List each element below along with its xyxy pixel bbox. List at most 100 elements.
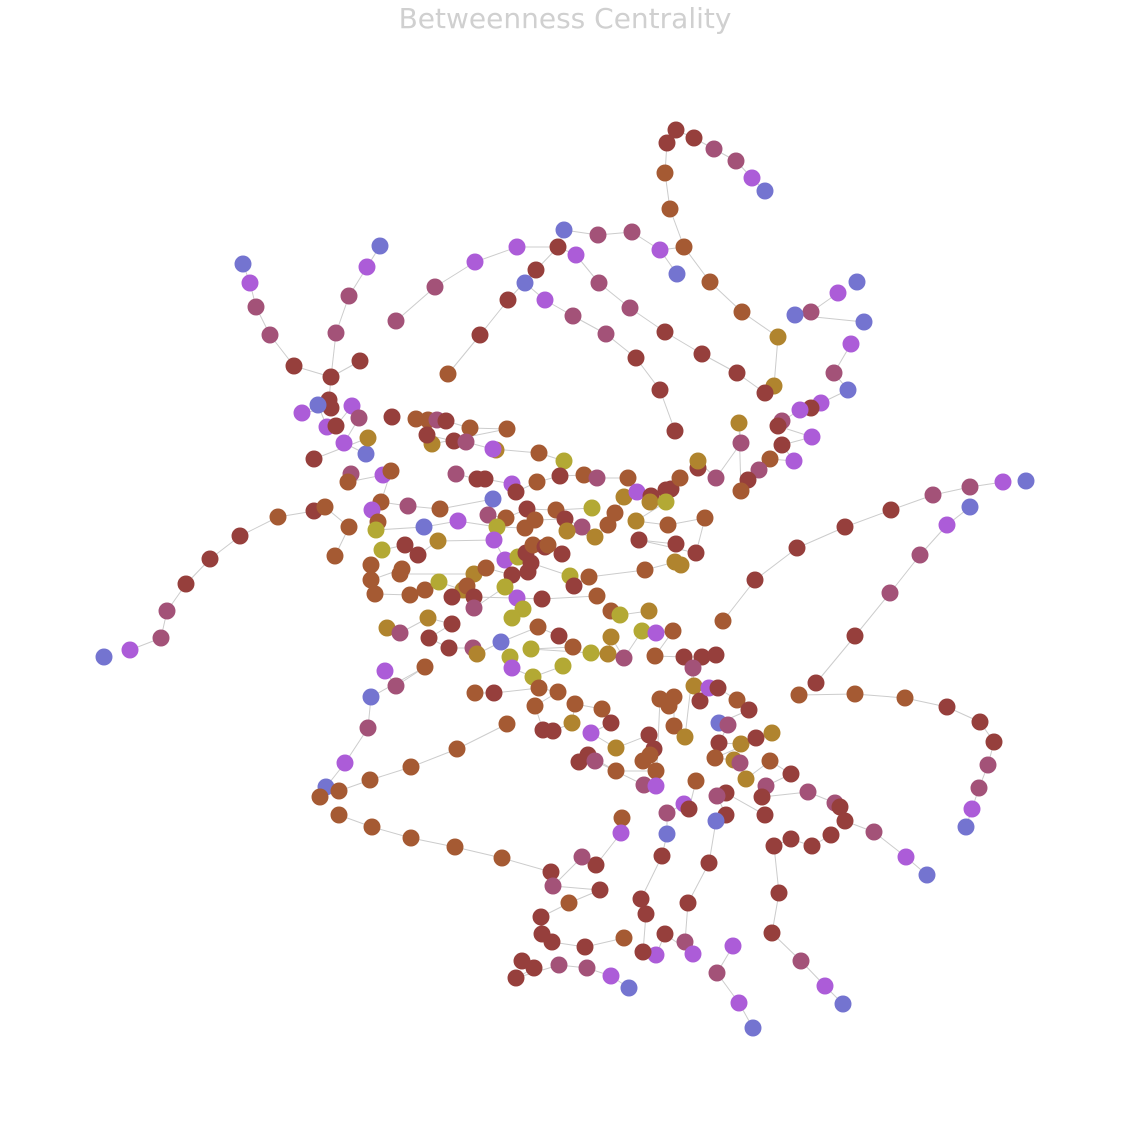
graph-node xyxy=(573,518,591,536)
graph-node xyxy=(668,265,686,283)
graph-node xyxy=(623,223,641,241)
graph-node xyxy=(621,299,639,317)
graph-node xyxy=(443,588,461,606)
graph-node xyxy=(706,749,724,767)
graph-node xyxy=(615,929,633,947)
graph-node xyxy=(549,683,567,701)
graph-node xyxy=(305,450,323,468)
graph-node xyxy=(831,798,849,816)
graph-node xyxy=(466,253,484,271)
graph-node xyxy=(383,408,401,426)
graph-node xyxy=(728,364,746,382)
graph-edge xyxy=(456,723,508,750)
graph-node xyxy=(803,428,821,446)
graph-node xyxy=(633,622,651,640)
graph-node xyxy=(485,531,503,549)
graph-node xyxy=(763,724,781,742)
graph-node xyxy=(737,770,755,788)
graph-node xyxy=(979,756,997,774)
graph-node xyxy=(707,469,725,487)
graph-node xyxy=(575,466,593,484)
graph-node xyxy=(684,945,702,963)
graph-node xyxy=(429,532,447,550)
graph-node xyxy=(659,516,677,534)
graph-node xyxy=(651,241,669,259)
graph-node xyxy=(564,307,582,325)
graph-node xyxy=(957,818,975,836)
graph-node xyxy=(709,679,727,697)
graph-node xyxy=(565,577,583,595)
graph-node xyxy=(807,674,825,692)
graph-node xyxy=(285,357,303,375)
graph-node xyxy=(362,571,380,589)
graph-node xyxy=(685,677,703,695)
graph-node xyxy=(627,349,645,367)
graph-node xyxy=(671,469,689,487)
graph-node xyxy=(763,924,781,942)
graph-node xyxy=(387,312,405,330)
graph-node xyxy=(685,129,703,147)
graph-node xyxy=(672,556,690,574)
graph-node xyxy=(602,967,620,985)
graph-node xyxy=(938,698,956,716)
graph-node xyxy=(378,619,396,637)
graph-node xyxy=(533,590,551,608)
graph-edge xyxy=(439,498,494,510)
graph-node xyxy=(367,521,385,539)
graph-node xyxy=(549,238,567,256)
graph-node xyxy=(555,452,573,470)
graph-edge xyxy=(530,648,592,654)
graph-node xyxy=(468,645,486,663)
graph-node xyxy=(498,715,516,733)
graph-node xyxy=(586,752,604,770)
graph-node xyxy=(822,826,840,844)
graph-node xyxy=(839,381,857,399)
graph-node xyxy=(761,752,779,770)
graph-node xyxy=(477,559,495,577)
graph-node xyxy=(599,645,617,663)
graph-node xyxy=(357,445,375,463)
graph-node xyxy=(373,541,391,559)
graph-node xyxy=(335,434,353,452)
graph-node xyxy=(466,684,484,702)
graph-node xyxy=(756,806,774,824)
chart-title: Betweenness Centrality xyxy=(398,2,732,35)
graph-node xyxy=(691,692,709,710)
graph-edge xyxy=(722,579,756,622)
graph-node xyxy=(802,303,820,321)
graph-node xyxy=(881,584,899,602)
graph-node xyxy=(437,412,455,430)
graph-node xyxy=(743,169,761,187)
graph-node xyxy=(770,884,788,902)
graph-node xyxy=(293,404,311,422)
graph-node xyxy=(465,599,483,617)
graph-node xyxy=(591,881,609,899)
graph-node xyxy=(756,384,774,402)
graph-node xyxy=(247,298,265,316)
graph-node xyxy=(426,278,444,296)
graph-node xyxy=(336,754,354,772)
graph-node xyxy=(730,994,748,1012)
graph-node xyxy=(340,518,358,536)
graph-node xyxy=(409,546,427,564)
graph-node xyxy=(396,536,414,554)
graph-node xyxy=(961,498,979,516)
graph-node xyxy=(724,937,742,955)
graph-node xyxy=(963,800,981,818)
graph-node xyxy=(158,602,176,620)
graph-node xyxy=(309,396,327,414)
graph-node xyxy=(620,979,638,997)
graph-node xyxy=(387,677,405,695)
graph-node xyxy=(656,925,674,943)
graph-node xyxy=(416,581,434,599)
graph-node xyxy=(855,313,873,331)
graph-node xyxy=(710,734,728,752)
graph-node xyxy=(658,804,676,822)
graph-node xyxy=(330,782,348,800)
graph-node xyxy=(687,544,705,562)
graph-node xyxy=(449,512,467,530)
graph-node xyxy=(971,713,989,731)
graph-node xyxy=(792,952,810,970)
graph-node xyxy=(727,152,745,170)
graph-node xyxy=(647,777,665,795)
